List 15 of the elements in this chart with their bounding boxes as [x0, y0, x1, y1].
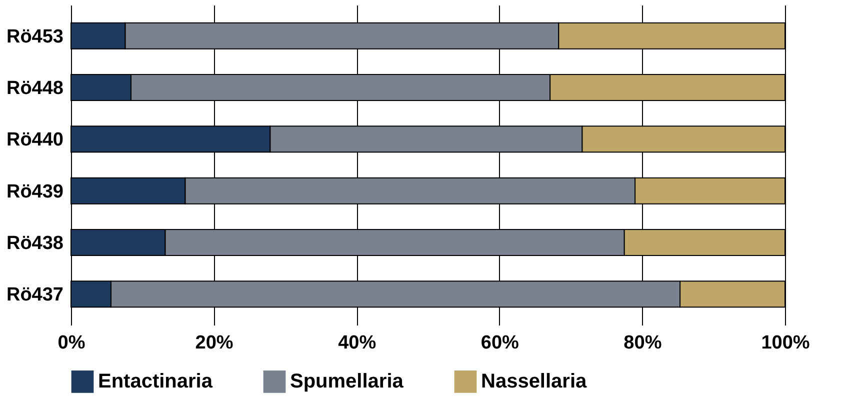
x-tick-label: 0% — [58, 332, 86, 354]
y-tick-label: Rö439 — [6, 181, 64, 202]
x-tick-label: 40% — [338, 332, 376, 354]
y-tick-label: Rö437 — [6, 284, 64, 306]
x-tick-label: 80% — [624, 332, 662, 354]
x-tick-label: 60% — [480, 332, 520, 354]
legend-label: Entactinaria — [98, 370, 214, 393]
legend-label: Nassellaria — [481, 370, 588, 393]
y-tick-label: Rö453 — [6, 26, 64, 48]
y-tick-label: Rö448 — [6, 78, 64, 99]
y-tick-label: Rö440 — [6, 130, 64, 151]
x-tick-label: 20% — [195, 332, 234, 354]
x-tick-label: 100% — [761, 332, 810, 354]
y-tick-label: Rö438 — [6, 233, 64, 254]
legend-label: Spumellaria — [290, 370, 404, 393]
